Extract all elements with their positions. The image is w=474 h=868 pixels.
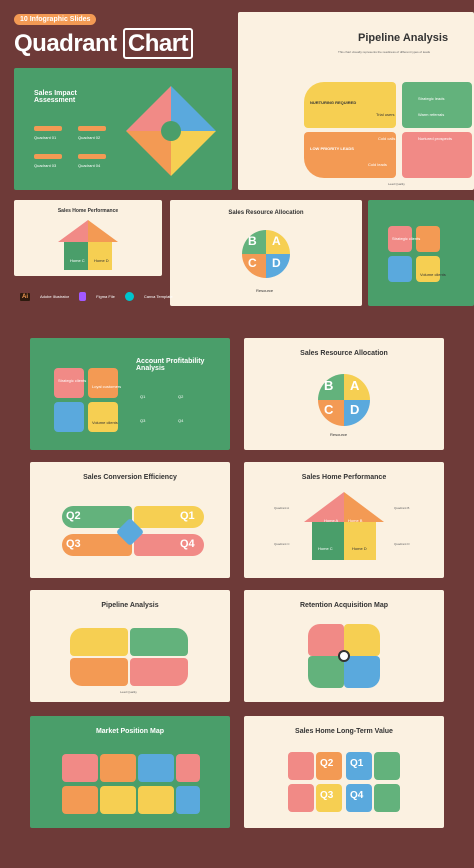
label-trial: Trial users	[376, 112, 395, 117]
software-canva: Canva Template	[143, 294, 173, 299]
label-nurtured: Nurtured prospects	[418, 136, 453, 141]
slide-title: Sales Conversion Efficiency	[83, 474, 177, 481]
label-low-priority: LOW PRIORITY LEADS	[310, 146, 354, 151]
quadrant-d: D	[272, 256, 281, 270]
item-q2: Q2	[178, 394, 184, 399]
item-q4: Q4	[178, 418, 184, 423]
slide-retention-map: Retention Acquisition Map	[244, 590, 444, 702]
slide-pipeline-analysis-top: Pipeline Analysis This chart visually re…	[238, 12, 474, 190]
slide-title: Sales Home Long-Term Value	[295, 728, 393, 735]
figma-icon	[79, 292, 87, 301]
home-d: Home D	[94, 258, 109, 263]
label-quadrant-d: Quadrant D	[394, 542, 410, 546]
slide-resource-allocation: Sales Resource Allocation B A C D Resour…	[244, 338, 444, 450]
x-axis-label: Lead Quality	[388, 182, 405, 186]
page-title: Quadrant Chart	[14, 28, 194, 59]
house-chart	[304, 492, 384, 560]
quad-q4: Q4	[180, 538, 195, 550]
slide-title: Account Profitability Analysis	[136, 358, 205, 372]
canva-icon	[124, 292, 134, 301]
quad-q1: Q1	[180, 510, 195, 522]
home-b: Home B	[348, 518, 363, 523]
slide-conversion-efficiency: Sales Conversion Efficiency Q2 Q1 Q3 Q4	[30, 462, 230, 578]
diamond-quadrant	[126, 86, 216, 176]
label-quadrant-b: Quadrant B	[394, 506, 410, 510]
label-strategic: Strategic leads	[418, 96, 445, 101]
quadrant-b: B	[324, 378, 334, 393]
slide-market-position: Market Position Map	[30, 716, 230, 828]
slide-pipeline-analysis: Pipeline Analysis Lead Quality	[30, 590, 230, 702]
quadrant-d: D	[350, 402, 360, 417]
software-ai: Adobe Illustrator	[40, 294, 70, 299]
slide-title: Market Position Map	[95, 728, 165, 735]
software-list: Ai Adobe Illustrator Figma File Canva Tem…	[20, 292, 173, 301]
title-part-1: Quadrant	[14, 30, 117, 57]
label-quadrant-c: Quadrant C	[274, 542, 290, 546]
quad-q2: Q2	[66, 510, 81, 522]
quad-q2: Q2	[320, 758, 334, 769]
resource-caption: Resource	[330, 432, 348, 437]
slide-home-performance: Sales Home Performance Home A Home B Hom…	[244, 462, 444, 578]
item-q3: Quadrant 03	[34, 163, 57, 168]
label-quadrant-a: Quadrant A	[274, 506, 290, 510]
quadrant-b: B	[248, 234, 257, 248]
quad-q3: Q3	[66, 538, 81, 550]
slide-title: Sales Resource Allocation	[300, 350, 388, 357]
home-d: Home D	[352, 546, 367, 551]
label-cold-leads: Cold leads	[368, 162, 387, 167]
quadrant-a: A	[350, 378, 360, 393]
x-axis-label: Lead Quality	[120, 690, 137, 694]
label-volume: Volume clients	[420, 272, 446, 277]
slide-title: Sales Resource Allocation	[228, 210, 304, 216]
label-cold-calls: Cold calls	[378, 136, 396, 141]
slide-account-profitability: Strategic clients Loyal customers Volume…	[30, 338, 230, 450]
title-part-2: Chart	[122, 28, 194, 59]
slide-long-term-value: Sales Home Long-Term Value Q2 Q1 Q3 Q4	[244, 716, 444, 828]
slide-title: Sales Home Performance	[57, 208, 119, 214]
quad-q4: Q4	[350, 790, 364, 801]
home-c: Home C	[70, 258, 85, 263]
label-nurturing: NURTURING REQUIRED	[310, 100, 357, 105]
house-chart	[58, 220, 118, 270]
slide-home-small: Sales Home Performance Home C Home D	[14, 200, 162, 276]
resource-caption: Resource	[256, 288, 274, 293]
item-q2: Quadrant 02	[78, 135, 101, 140]
software-figma: Figma File	[96, 294, 115, 299]
slide-title: Retention Acquisition Map	[299, 602, 389, 609]
slide-title: Sales Impact Assessment	[34, 90, 77, 104]
quadrant-c: C	[248, 256, 257, 270]
item-q4: Quadrant 04	[78, 163, 101, 168]
slide-title: Sales Home Performance	[301, 474, 387, 481]
quadrant-c: C	[324, 402, 334, 417]
label-loyal: Loyal customers	[92, 384, 122, 389]
slide-sales-impact: Sales Impact Assessment Quadrant 01 Quad…	[14, 68, 232, 190]
slide-resource-small: Sales Resource Allocation B A C D Resour…	[170, 200, 362, 306]
label-strategic: Strategic clients	[58, 378, 87, 383]
item-q1: Quadrant 01	[34, 135, 57, 140]
label-volume: Volume clients	[92, 420, 118, 425]
label-warm: Warm referrals	[418, 112, 445, 117]
slide-partial-green: Strategic clients Volume clients	[368, 200, 474, 306]
illustrator-icon: Ai	[20, 292, 30, 301]
slide-title: Pipeline Analysis	[101, 602, 159, 609]
quadrant-a: A	[272, 234, 281, 248]
quad-q3: Q3	[320, 790, 334, 801]
home-c: Home C	[318, 546, 333, 551]
item-q3: Q3	[140, 418, 146, 423]
item-q1: Q1	[140, 394, 146, 399]
slides-count-badge: 10 Infographic Slides	[14, 14, 97, 25]
slide-title: Pipeline Analysis	[358, 32, 449, 44]
label-strategic: Strategic clients	[392, 236, 421, 241]
home-a: Home A	[324, 518, 339, 523]
quad-q1: Q1	[350, 758, 364, 769]
